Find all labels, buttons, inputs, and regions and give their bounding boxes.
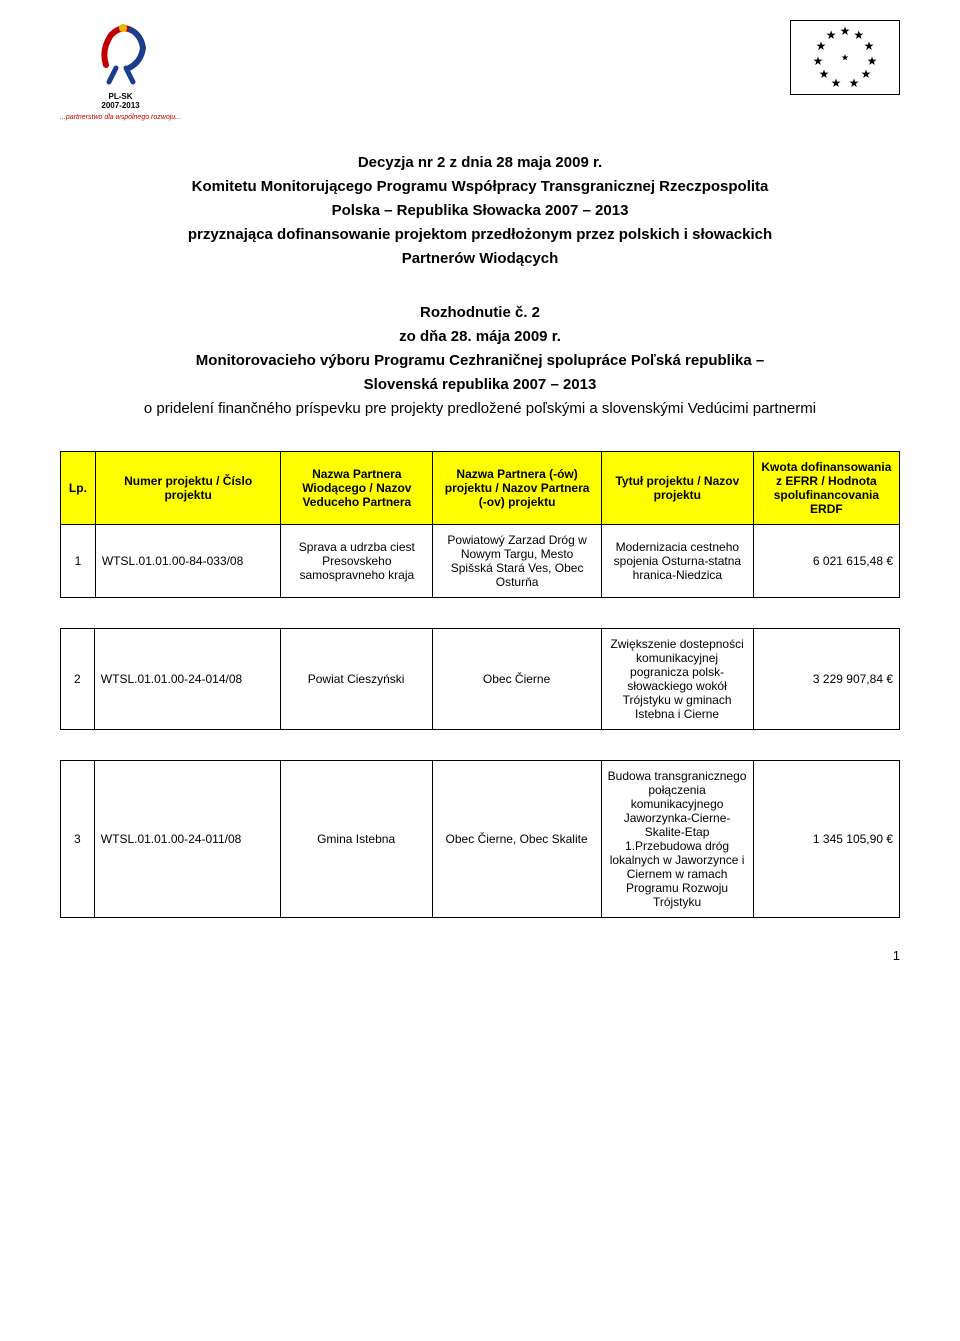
table-row: 1 WTSL.01.01.00-84-033/08 Sprava a udrzb… <box>61 525 900 598</box>
subtitle-line5: o pridelení finančného príspevku pre pro… <box>60 397 900 421</box>
projects-table-3: 3 WTSL.01.01.00-24-011/08 Gmina Istebna … <box>60 760 900 918</box>
table-header-row: Lp. Numer projektu / Číslo projektu Nazw… <box>61 452 900 525</box>
cell-lp: 2 <box>61 629 95 730</box>
eu-stars: ★ ★ ★ ★ ★ ★ ★ ★ ★ ★ ★ ★ <box>815 28 875 88</box>
table-row: 2 WTSL.01.01.00-24-014/08 Powiat Cieszyń… <box>61 629 900 730</box>
subtitle-line1: Rozhodnutie č. 2 <box>60 301 900 325</box>
eu-star-icon: ★ <box>831 76 842 90</box>
th-title: Tytuł projektu / Nazov projektu <box>601 452 753 525</box>
title-line5: Partnerów Wiodących <box>60 247 900 271</box>
eu-star-icon: ★ <box>826 28 837 42</box>
subtitle-block: Rozhodnutie č. 2 zo dňa 28. mája 2009 r.… <box>60 301 900 421</box>
cell-amount: 1 345 105,90 € <box>753 761 899 918</box>
th-partners: Nazwa Partnera (-ów) projektu / Nazov Pa… <box>433 452 602 525</box>
eu-star-icon: ★ <box>849 76 860 90</box>
eu-star-icon: ★ <box>867 54 878 68</box>
table-row: 3 WTSL.01.01.00-24-011/08 Gmina Istebna … <box>61 761 900 918</box>
plsk-caption: PL-SK 2007-2013 <box>101 92 139 110</box>
th-amount: Kwota dofinansowania z EFRR / Hodnota sp… <box>753 452 899 525</box>
plsk-label: PL-SK <box>109 92 133 101</box>
cell-amount: 3 229 907,84 € <box>753 629 899 730</box>
cell-amount: 6 021 615,48 € <box>753 525 899 598</box>
cell-title: Zwiększenie dostepności komunikacyjnej p… <box>601 629 753 730</box>
subtitle-line2: zo dňa 28. mája 2009 r. <box>60 325 900 349</box>
th-number: Numer projektu / Číslo projektu <box>95 452 281 525</box>
cell-lead: Gmina Istebna <box>280 761 432 918</box>
plsk-years: 2007-2013 <box>101 101 139 110</box>
eu-star-icon: ★ <box>813 54 824 68</box>
document-header: PL-SK 2007-2013 ...partnerstwo dla wspól… <box>60 20 900 121</box>
cell-partners: Powiatowý Zarzad Dróg w Nowym Targu, Mes… <box>433 525 602 598</box>
cell-lead: Powiat Cieszyński <box>280 629 432 730</box>
eu-star-icon: ★ <box>861 67 872 81</box>
cell-lead: Sprava a udrzba ciest Presovskeho samosp… <box>281 525 433 598</box>
cell-title: Modernizacia cestneho spojenia Osturna-s… <box>601 525 753 598</box>
cell-lp: 3 <box>61 761 95 918</box>
title-line2: Komitetu Monitorującego Programu Współpr… <box>60 175 900 199</box>
cell-number: WTSL.01.01.00-84-033/08 <box>95 525 281 598</box>
title-line1: Decyzja nr 2 z dnia 28 maja 2009 r. <box>60 151 900 175</box>
cell-partners: Obec Čierne, Obec Skalite <box>432 761 601 918</box>
subtitle-line4: Slovenská republika 2007 – 2013 <box>60 373 900 397</box>
plsk-tagline: ...partnerstwo dla wspólnego rozwoju... <box>60 114 181 121</box>
subtitle-line3: Monitorovacieho výboru Programu Cezhrani… <box>60 349 900 373</box>
cell-title: Budowa transgranicznego połączenia komun… <box>601 761 753 918</box>
eu-flag: ★ ★ ★ ★ ★ ★ ★ ★ ★ ★ ★ ★ <box>790 20 900 95</box>
eu-star-icon: ★ <box>864 39 875 53</box>
plsk-logo-block: PL-SK 2007-2013 ...partnerstwo dla wspól… <box>60 20 181 121</box>
cell-lp: 1 <box>61 525 96 598</box>
eu-star-icon: ★ <box>853 28 864 42</box>
eu-star-icon: ★ <box>819 67 830 81</box>
title-line4: przyznająca dofinansowanie projektom prz… <box>60 223 900 247</box>
th-lp: Lp. <box>61 452 96 525</box>
plsk-logo <box>81 20 161 90</box>
page-number: 1 <box>60 948 900 963</box>
cell-partners: Obec Čierne <box>432 629 601 730</box>
eu-star-icon: ★ <box>816 39 827 53</box>
cell-number: WTSL.01.01.00-24-011/08 <box>94 761 280 918</box>
projects-table-2: 2 WTSL.01.01.00-24-014/08 Powiat Cieszyń… <box>60 628 900 730</box>
title-block: Decyzja nr 2 z dnia 28 maja 2009 r. Komi… <box>60 151 900 271</box>
cell-number: WTSL.01.01.00-24-014/08 <box>94 629 280 730</box>
table-body: 1 WTSL.01.01.00-84-033/08 Sprava a udrzb… <box>61 525 900 598</box>
projects-table: Lp. Numer projektu / Číslo projektu Nazw… <box>60 451 900 598</box>
eu-star-icon: ★ <box>841 52 849 63</box>
th-lead: Nazwa Partnera Wiodącego / Nazov Veduceh… <box>281 452 433 525</box>
eu-star-icon: ★ <box>840 24 851 38</box>
title-line3: Polska – Republika Słowacka 2007 – 2013 <box>60 199 900 223</box>
